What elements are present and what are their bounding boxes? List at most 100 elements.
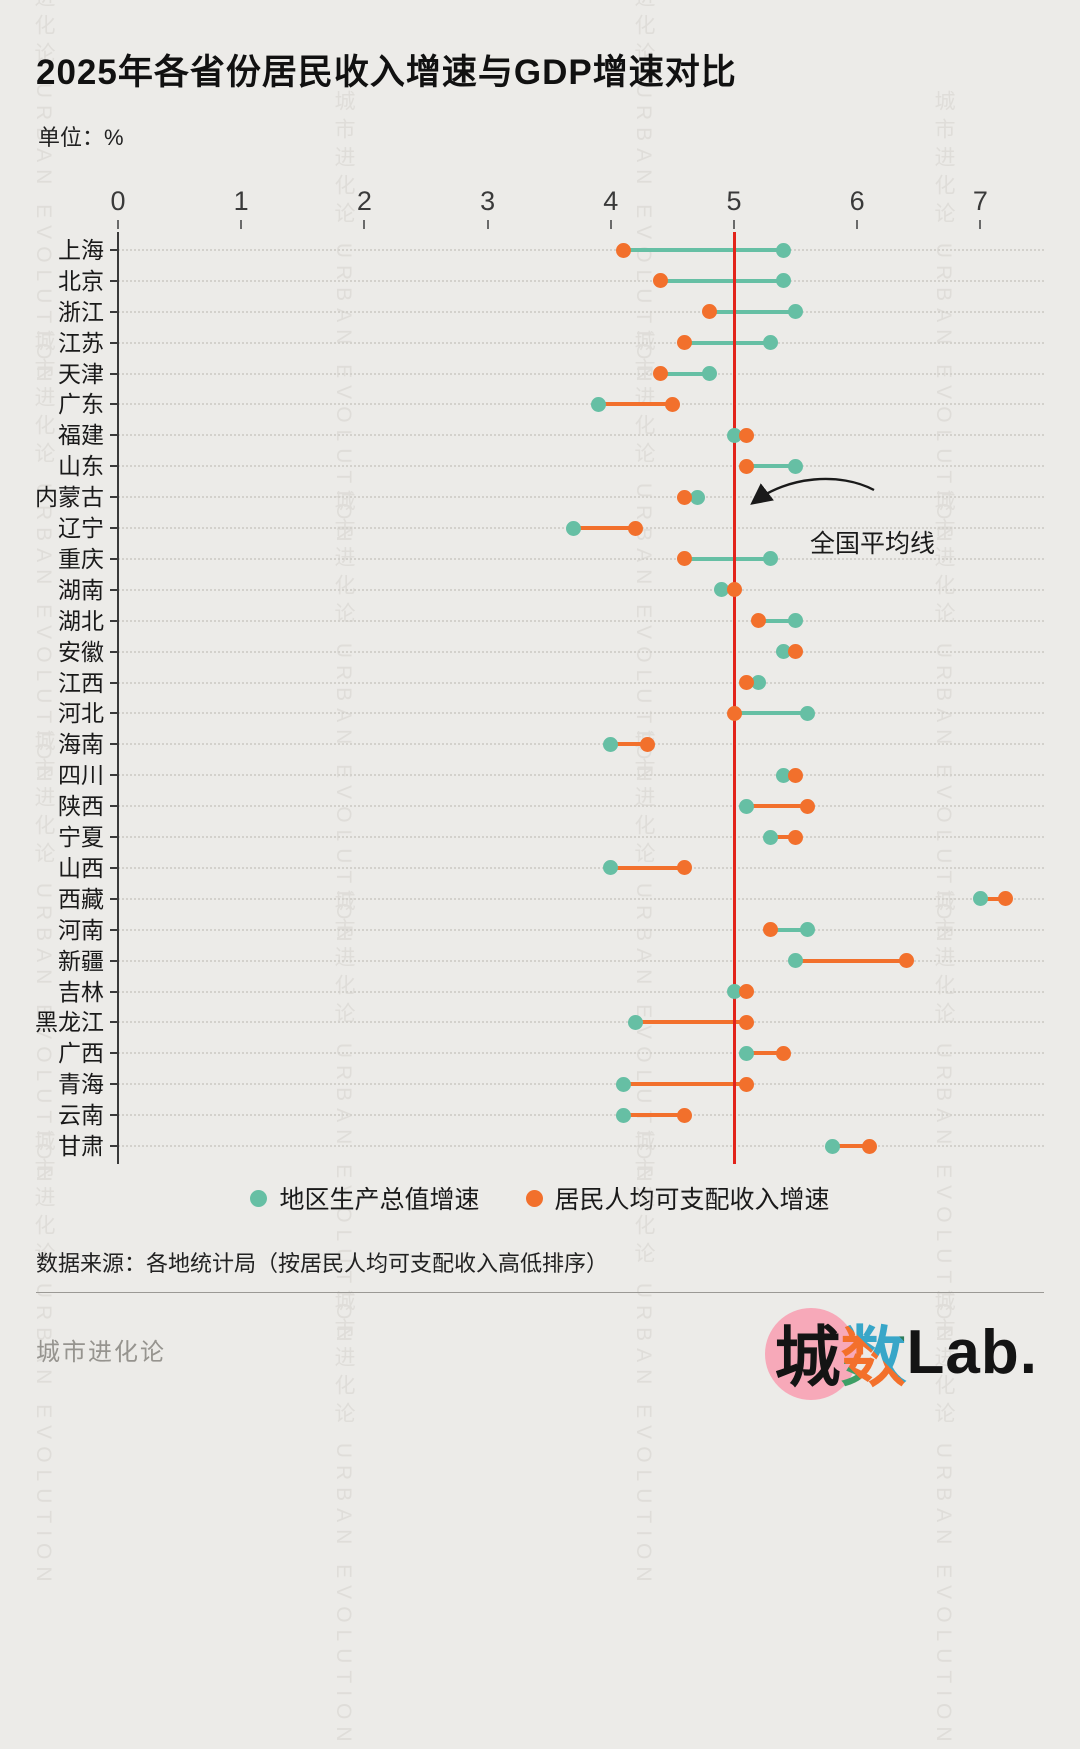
province-label: 辽宁 [58, 515, 104, 542]
gridline [118, 372, 1044, 375]
income-dot [640, 736, 656, 752]
dumbbell-line [684, 556, 771, 561]
x-tick [733, 220, 735, 229]
legend-dot-gdp [250, 1189, 268, 1207]
income-dot [738, 675, 754, 691]
dumbbell-line [573, 526, 636, 531]
income-dot [898, 953, 914, 969]
logo-char-cheng: 城 [774, 1320, 841, 1394]
gdp-dot [627, 1014, 643, 1030]
dumbbell-line [635, 1020, 747, 1025]
gridline [118, 341, 1044, 344]
gridline [118, 1145, 1044, 1147]
gridline [118, 403, 1044, 406]
dumbbell-line [610, 742, 648, 747]
gridline [118, 1114, 1044, 1117]
gridline [118, 1083, 1044, 1086]
dumbbell-line [623, 1113, 685, 1118]
gdp-dot [788, 953, 804, 969]
dumbbell-line [623, 1082, 747, 1087]
income-dot [615, 242, 631, 258]
y-axis-line [117, 232, 119, 1164]
national-average-line [732, 232, 736, 1164]
province-label: 吉林 [58, 978, 104, 1005]
province-label: 河北 [58, 700, 104, 727]
gdp-dot [615, 1076, 631, 1092]
gdp-dot [726, 427, 742, 443]
dumbbell-line [746, 804, 808, 809]
source-note: 数据来源：各地统计局（按居民人均可支配收入高低排序） [36, 1251, 609, 1276]
logo: 城 数 Lab. [764, 1302, 1038, 1402]
x-tick [240, 220, 243, 229]
x-tick [856, 220, 859, 229]
income-dot [738, 1014, 754, 1030]
y-tick [110, 341, 118, 344]
gdp-dot [726, 984, 742, 1000]
gridline [118, 434, 1044, 437]
dumbbell-line [770, 835, 796, 840]
dumbbell-line [684, 340, 771, 345]
gridline [118, 990, 1044, 993]
gridline [118, 1021, 1044, 1024]
province-label: 陕西 [58, 793, 104, 820]
dumbbell-line [598, 402, 673, 407]
income-dot [677, 1107, 693, 1123]
income-dot [726, 705, 742, 721]
province-label: 河南 [58, 916, 104, 943]
annotation-label: 全国平均线 [810, 530, 936, 558]
y-tick [110, 805, 118, 808]
y-tick [110, 527, 118, 530]
gdp-dot [566, 520, 582, 536]
province-label: 江苏 [58, 329, 104, 356]
annotation-arrow-icon [750, 477, 875, 505]
y-tick [110, 836, 118, 839]
y-tick [110, 743, 118, 746]
dumbbell-line [746, 1051, 784, 1056]
y-tick [110, 249, 118, 251]
province-label: 北京 [58, 267, 104, 294]
province-label: 浙江 [58, 298, 104, 325]
gridline [118, 836, 1044, 839]
province-label: 福建 [58, 422, 104, 449]
y-tick [110, 403, 118, 406]
gridline [118, 712, 1044, 715]
unit-label: 单位：% [38, 125, 124, 150]
province-label: 江西 [58, 669, 104, 696]
gridline [118, 774, 1044, 777]
gdp-dot [775, 767, 791, 783]
legend-label-income: 居民人均可支配收入增速 [554, 1186, 830, 1214]
gdp-dot [775, 242, 791, 258]
gdp-dot [603, 736, 619, 752]
dumbbell-line [709, 309, 796, 314]
divider [36, 1292, 1044, 1293]
x-tick [979, 220, 982, 229]
income-dot [677, 489, 693, 505]
gridline [118, 866, 1044, 869]
gdp-dot [825, 1138, 841, 1154]
gridline [118, 557, 1044, 560]
gridline [118, 805, 1044, 808]
income-dot [997, 891, 1013, 907]
gridline [118, 496, 1044, 499]
gdp-dot [701, 366, 717, 382]
x-tick-label: 3 [480, 186, 496, 216]
dumbbell-line [660, 371, 710, 376]
gdp-dot [763, 829, 779, 845]
logo-char-shu: 数 [841, 1304, 907, 1400]
income-dot [627, 520, 643, 536]
income-dot [775, 1045, 791, 1061]
income-dot [652, 366, 668, 382]
gridline [118, 249, 1044, 251]
income-dot [701, 304, 717, 320]
province-label: 上海 [58, 237, 104, 263]
x-tick-label: 1 [233, 186, 249, 216]
province-label: 山西 [58, 854, 104, 881]
y-tick [110, 1021, 118, 1024]
income-dot [738, 1076, 754, 1092]
x-tick-label: 6 [849, 186, 865, 216]
income-dot [652, 273, 668, 289]
income-dot [862, 1138, 878, 1154]
province-label: 西藏 [58, 885, 104, 912]
y-tick [110, 372, 118, 375]
dumbbell-line [610, 865, 685, 870]
